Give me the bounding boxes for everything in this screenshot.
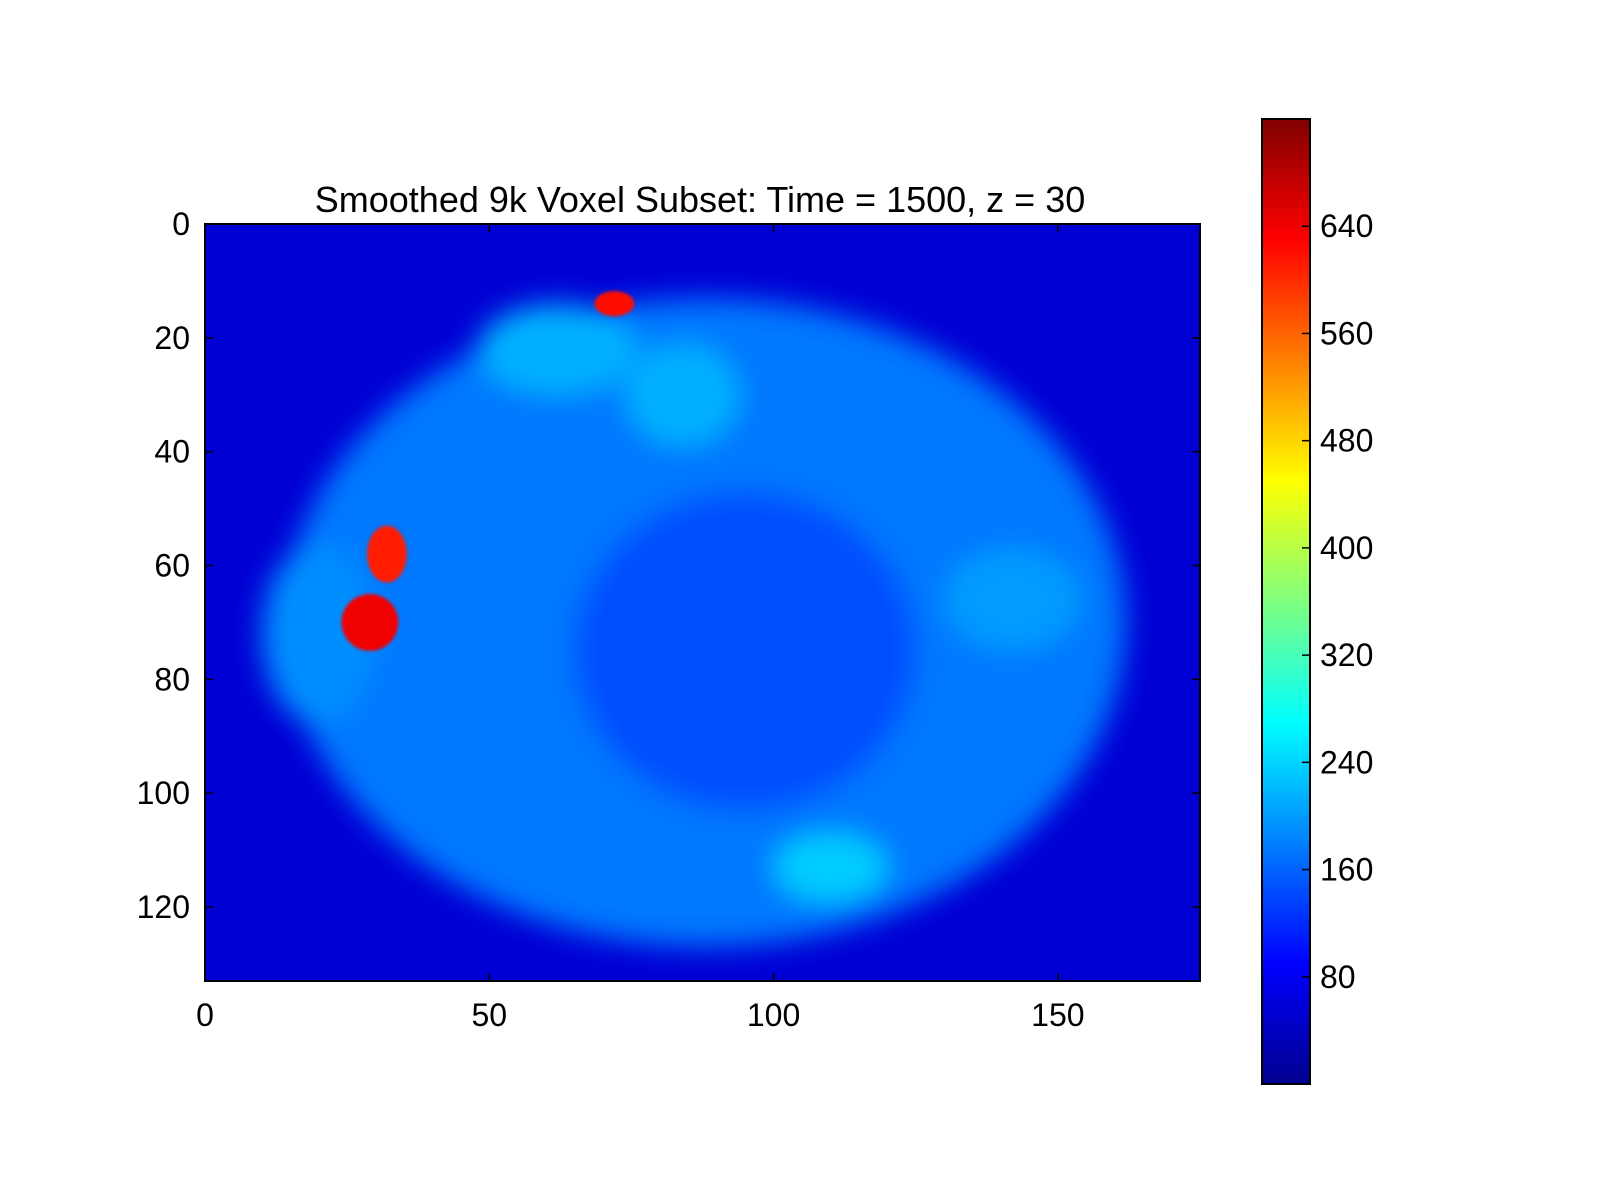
heatmap-region-posterior-bright [773, 833, 888, 902]
heatmap-regions [261, 297, 1127, 947]
colorbar: 80 160 240 320 400 480 560 640 [1261, 118, 1373, 1085]
heatmap-region-central-dark [574, 491, 916, 811]
colorbar-tick-label: 160 [1320, 852, 1373, 888]
colorbar-tick-label: 320 [1320, 637, 1373, 673]
heatmap-region-right-bright [944, 548, 1081, 651]
plot-frame [204, 223, 1201, 982]
heatmap-hot-spots [341, 291, 635, 651]
heatmap-region-hot-spot-left-lower [341, 593, 399, 651]
colorbar-tick-label: 480 [1320, 423, 1373, 459]
x-tick-label: 0 [196, 997, 214, 1033]
y-tick-label: 60 [154, 548, 190, 584]
x-tick-label: 100 [747, 997, 800, 1033]
colorbar-tick-label: 640 [1320, 208, 1373, 244]
colorbar-tick-label: 80 [1320, 959, 1356, 995]
heatmap-region-frontal-bright-2 [625, 343, 740, 446]
colorbar-ticks: 80 160 240 320 400 480 560 640 [1302, 208, 1373, 995]
y-tick-label: 40 [154, 434, 190, 470]
y-tick-label: 120 [137, 889, 190, 925]
colorbar-gradient [1261, 118, 1311, 1085]
y-axis: 0 20 40 60 80 100 120 [137, 206, 1200, 925]
heatmap-region-left-lobe [261, 542, 376, 725]
heatmap-region-frontal-bright [477, 303, 638, 395]
colorbar-tick-label: 560 [1320, 315, 1373, 351]
x-tick-label: 50 [471, 997, 507, 1033]
y-tick-label: 0 [172, 206, 190, 242]
x-axis: 0 50 100 150 [196, 224, 1085, 1033]
y-tick-label: 20 [154, 320, 190, 356]
heatmap-region-hot-spot-left-upper [367, 525, 407, 583]
heatmap-plot [205, 224, 1200, 981]
x-tick-label: 150 [1031, 997, 1084, 1033]
chart-title: Smoothed 9k Voxel Subset: Time = 1500, z… [315, 179, 1085, 220]
y-tick-label: 80 [154, 661, 190, 697]
colorbar-tick-label: 400 [1320, 530, 1373, 566]
y-tick-label: 100 [137, 775, 190, 811]
colorbar-tick-label: 240 [1320, 744, 1373, 780]
heatmap-region-hot-spot-top [594, 291, 635, 317]
